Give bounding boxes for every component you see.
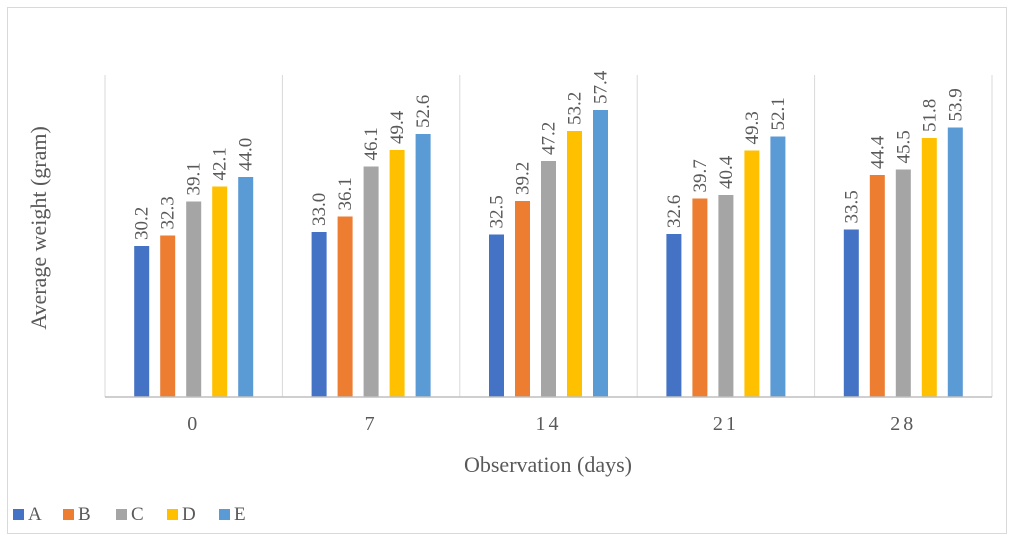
data-label-C-28: 45.5 <box>893 130 914 163</box>
data-label-E-14: 57.4 <box>591 70 612 104</box>
bar-C-14 <box>541 161 556 397</box>
data-label-A-0: 30.2 <box>132 207 153 240</box>
bar-C-7 <box>363 166 379 397</box>
legend-label-E: E <box>234 504 246 525</box>
bar-C-21 <box>718 195 734 397</box>
legend-label-C: C <box>131 504 144 525</box>
data-label-E-21: 52.1 <box>768 97 789 130</box>
data-label-B-21: 39.7 <box>690 159 711 192</box>
x-tick-label-28: 28 <box>890 413 916 435</box>
data-label-E-7: 52.6 <box>413 95 434 128</box>
legend: A B C D E <box>13 504 246 525</box>
bar-E-28 <box>947 127 963 397</box>
legend-swatch-A <box>13 509 24 520</box>
data-label-C-21: 40.4 <box>716 155 737 189</box>
data-label-B-7: 36.1 <box>335 177 356 210</box>
bar-D-14 <box>567 131 582 397</box>
legend-swatch-D <box>167 509 178 520</box>
bar-A-7 <box>311 232 327 397</box>
bar-B-21 <box>692 198 708 397</box>
legend-label-B: B <box>78 504 91 525</box>
data-label-A-28: 33.5 <box>841 190 862 223</box>
data-labels: 30.2 32.339.1 42.1 44.0 33.0 36.146.1 49.4 52.6… <box>132 70 967 240</box>
data-label-D-7: 49.4 <box>387 110 408 144</box>
bar-B-7 <box>337 216 353 397</box>
bar-E-21 <box>770 136 786 397</box>
bar-A-21 <box>666 234 682 397</box>
category-gridlines <box>104 75 993 397</box>
data-label-C-14: 47.2 <box>539 122 560 155</box>
legend-label-D: D <box>182 504 196 525</box>
legend-swatch-E <box>219 509 230 520</box>
bar-C-28 <box>895 169 911 397</box>
data-label-B-28: 44.4 <box>867 135 888 169</box>
bar-C-0 <box>186 201 202 397</box>
bar-E-14 <box>593 110 608 397</box>
legend-item-C: C <box>116 504 144 525</box>
legend-item-D: D <box>167 504 196 525</box>
y-axis-title: Average weight (gram) <box>26 126 51 330</box>
legend-item-A: A <box>13 504 42 525</box>
chart-frame <box>7 7 1007 534</box>
data-label-D-14: 53.2 <box>565 92 586 125</box>
data-label-E-28: 53.9 <box>945 88 966 121</box>
bar-B-28 <box>869 175 885 397</box>
x-tick-label-21: 21 <box>713 413 739 435</box>
legend-item-E: E <box>219 504 246 525</box>
x-tick-label-14: 14 <box>536 413 562 435</box>
data-label-E-0: 44.0 <box>236 138 257 171</box>
bar-D-7 <box>389 150 405 397</box>
data-label-D-21: 49.3 <box>742 111 763 144</box>
legend-swatch-C <box>116 509 127 520</box>
data-label-D-0: 42.1 <box>210 147 231 180</box>
data-label-C-0: 39.1 <box>184 162 205 195</box>
data-label-C-7: 46.1 <box>361 127 382 160</box>
bar-D-21 <box>744 150 760 397</box>
bar-E-7 <box>415 134 431 397</box>
bar-B-0 <box>160 235 176 397</box>
bar-A-28 <box>843 229 859 397</box>
legend-swatch-B <box>63 509 74 520</box>
legend-label-A: A <box>28 504 42 525</box>
legend-item-B: B <box>63 504 91 525</box>
x-tick-labels: 0 7 14 21 28 <box>187 413 916 435</box>
data-label-B-0: 32.3 <box>158 196 179 229</box>
bar-B-14 <box>515 201 530 397</box>
bar-E-0 <box>238 177 254 397</box>
bar-A-0 <box>134 246 150 397</box>
x-tick-label-0: 0 <box>187 413 200 435</box>
x-axis-title: Observation (days) <box>464 452 632 477</box>
data-label-A-7: 33.0 <box>309 193 330 226</box>
data-label-D-28: 51.8 <box>919 99 940 132</box>
data-label-A-14: 32.5 <box>487 195 508 228</box>
x-tick-label-7: 7 <box>365 413 378 435</box>
bars <box>134 110 963 397</box>
data-label-B-14: 39.2 <box>513 162 534 195</box>
bar-D-0 <box>212 186 228 397</box>
data-label-A-21: 32.6 <box>664 195 685 228</box>
bar-D-28 <box>921 138 937 397</box>
bar-A-14 <box>489 234 504 397</box>
